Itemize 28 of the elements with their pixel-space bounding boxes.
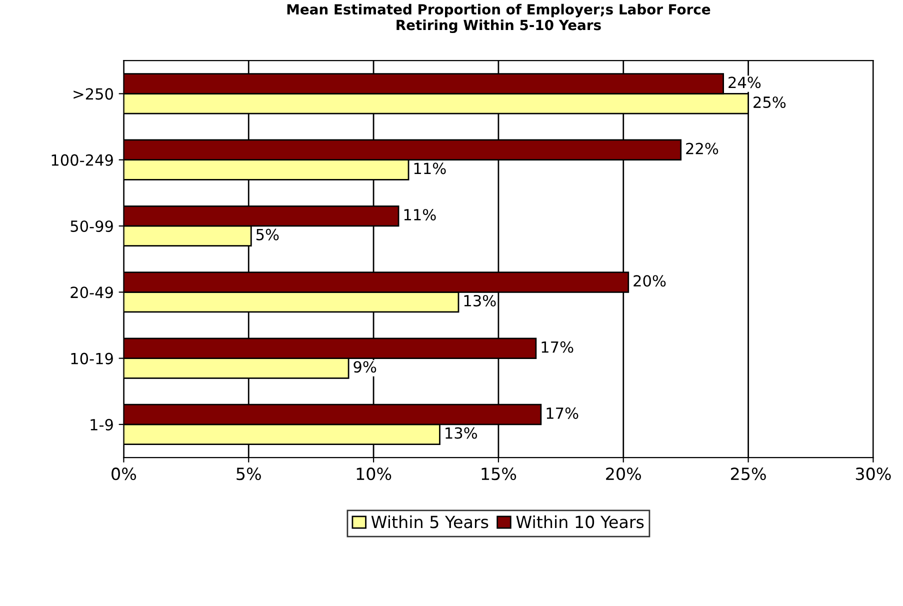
data-label: 9% xyxy=(354,361,376,373)
chart-title: Mean Estimated Proportion of Employer;s Labor Force Retiring Within 5-10 Years xyxy=(287,4,710,34)
data-label: 22% xyxy=(686,142,718,154)
x-tick-label: 25% xyxy=(730,468,766,480)
y-tick-label: 1-9 xyxy=(90,418,113,430)
y-tick-label: 20-49 xyxy=(70,286,113,298)
y-tick-label: 100-249 xyxy=(52,154,113,166)
x-tick-label: 20% xyxy=(606,468,641,480)
data-label: 20% xyxy=(634,275,666,287)
data-label: 13% xyxy=(464,294,496,306)
data-label: 17% xyxy=(542,341,574,353)
x-tick-label: 0% xyxy=(112,468,136,480)
x-tick-label: 30% xyxy=(856,468,891,480)
data-label: 11% xyxy=(404,208,436,220)
x-tick-label: 15% xyxy=(482,468,516,480)
data-label: 17% xyxy=(546,407,578,419)
legend-label: Within 5 Years xyxy=(371,515,488,528)
data-label: 25% xyxy=(754,96,786,108)
data-label: 11% xyxy=(414,162,446,174)
x-tick-label: 10% xyxy=(356,468,392,480)
y-tick-label: 10-19 xyxy=(71,352,113,364)
legend-label: Within 10 Years xyxy=(516,515,644,528)
y-tick-label: 50-99 xyxy=(70,220,113,232)
y-tick-label: >250 xyxy=(74,88,113,100)
data-label: 24% xyxy=(728,76,761,88)
data-label: 5% xyxy=(256,228,279,240)
x-tick-label: 5% xyxy=(236,468,261,480)
data-label: 13% xyxy=(446,427,478,439)
